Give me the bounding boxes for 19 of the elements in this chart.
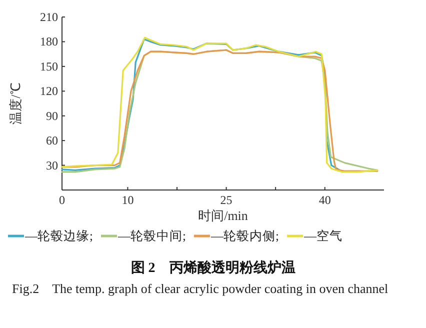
legend-label: —轮毂中间; <box>116 229 186 243</box>
text: Fig.2 The temp. graph of clear acrylic powder coating in oven channel <box>12 281 389 296</box>
y-tick-label: 90 <box>46 108 58 123</box>
y-tick-label: 210 <box>40 10 58 24</box>
legend-label: —轮毂边缘; <box>24 229 93 243</box>
y-tick-label: 180 <box>40 34 58 49</box>
x-tick-label: 40 <box>318 193 331 207</box>
x-tick-label: 10 <box>122 193 134 207</box>
text: 图 2 丙烯酸透明粉线炉温 <box>130 259 296 276</box>
y-tick-label: 120 <box>40 84 58 98</box>
y-tick-label: 30 <box>46 158 58 172</box>
y-axis-title: 温度/℃ <box>8 82 23 124</box>
y-tick-label: 60 <box>46 134 58 148</box>
x-axis-title: 时间/min <box>198 208 248 223</box>
legend-label: —空气 <box>302 229 342 243</box>
x-tick-label: 0 <box>59 193 65 207</box>
x-tick-label: 25 <box>220 193 232 207</box>
y-tick-label: 150 <box>40 59 58 74</box>
legend-label: —轮毂内侧; <box>210 229 279 243</box>
